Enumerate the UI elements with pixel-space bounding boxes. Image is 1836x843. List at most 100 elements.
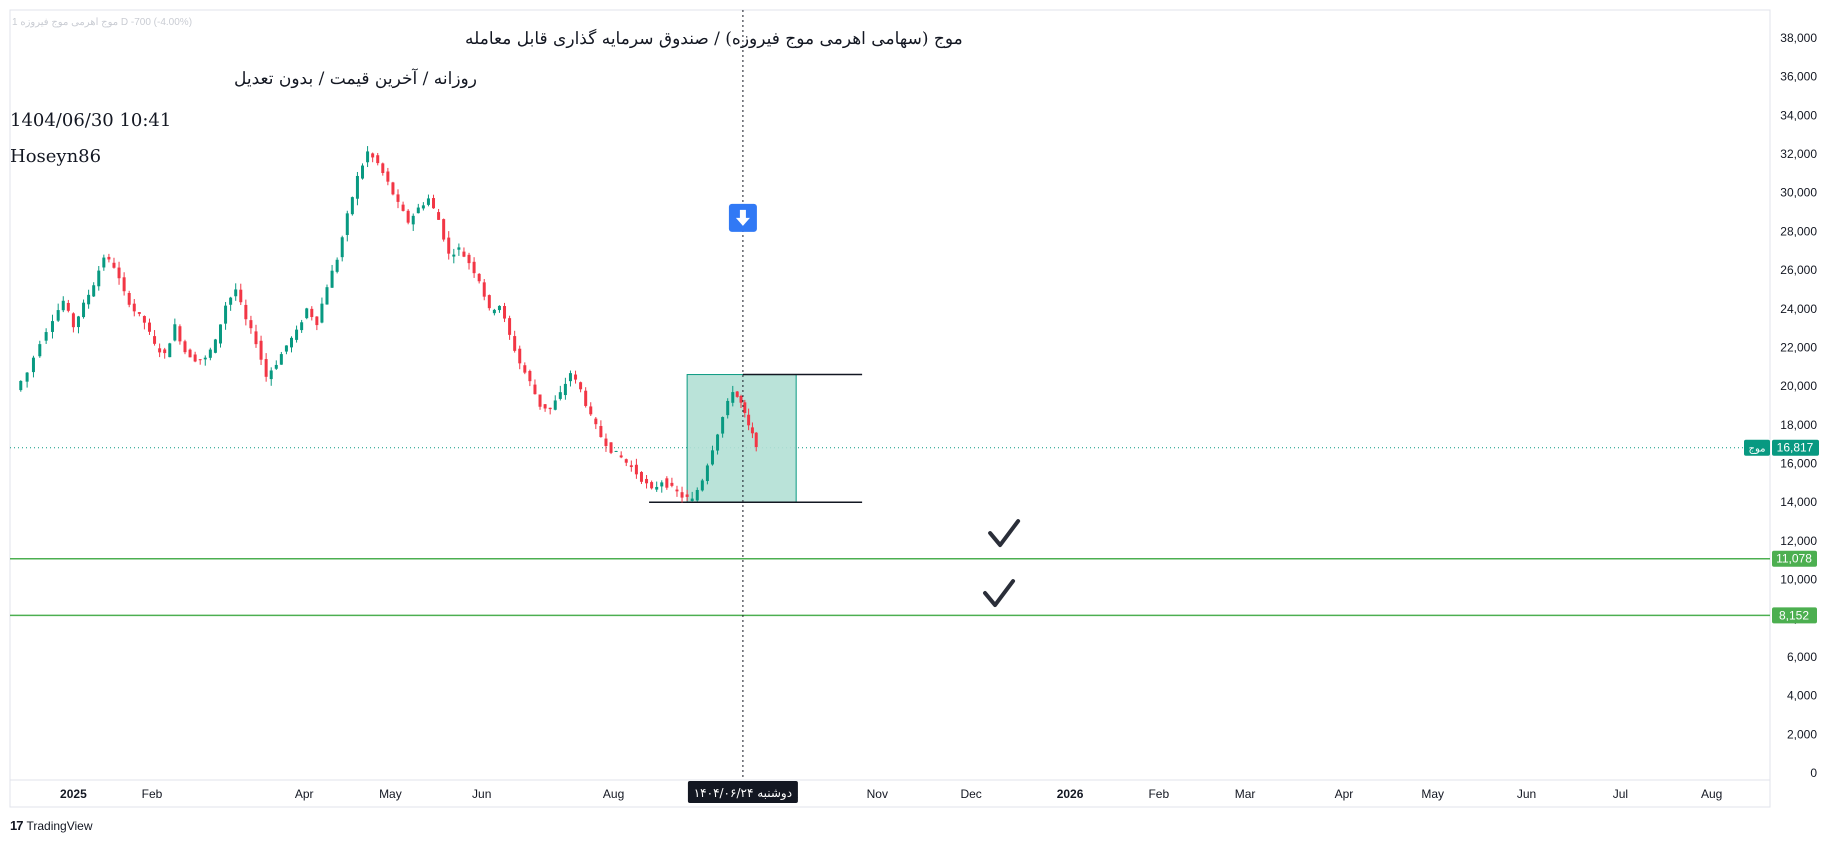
candle-body xyxy=(56,310,60,321)
price-tick-label: 28,000 xyxy=(1780,224,1817,238)
faded-legend: موج اهرمی موج فیروزه 1 D -700 (-4.00%) xyxy=(12,17,192,28)
candle-body xyxy=(568,373,572,382)
price-tick-label: 2,000 xyxy=(1787,727,1817,741)
time-tick-label: Apr xyxy=(1335,787,1354,801)
chart-frame xyxy=(9,9,1771,808)
candle-body xyxy=(193,354,197,362)
symbol-badge xyxy=(1744,439,1770,456)
time-tick-label: Dec xyxy=(960,787,981,801)
candle-body xyxy=(76,316,80,328)
price-tick-label: 18,000 xyxy=(1780,418,1817,432)
candles xyxy=(19,146,758,503)
candle-body xyxy=(705,465,709,482)
candle-body xyxy=(508,318,512,335)
price-tick-label: 10,000 xyxy=(1780,573,1817,587)
candle-body xyxy=(695,489,699,501)
checkmark-icon xyxy=(983,579,1016,608)
candle-body xyxy=(249,320,253,329)
candle-body xyxy=(310,308,314,318)
last-price-badge xyxy=(1772,439,1819,456)
candle-body xyxy=(680,492,684,498)
time-tick-label: 2026 xyxy=(1057,787,1084,801)
candle-body xyxy=(589,406,593,415)
price-axis[interactable]: 02,0004,0006,0008,00010,00012,00014,0001… xyxy=(1780,31,1817,780)
candle-body xyxy=(315,316,319,326)
price-tick-label: 30,000 xyxy=(1780,186,1817,200)
footer: 17 TradingView xyxy=(10,818,93,833)
candle-body xyxy=(538,394,542,407)
price-tick-label: 16,000 xyxy=(1780,457,1817,471)
candle-body xyxy=(396,194,400,202)
candle-body xyxy=(178,326,182,342)
candle-body xyxy=(543,404,547,409)
time-tick-label: Aug xyxy=(603,787,624,801)
time-tick-label: May xyxy=(379,787,402,801)
candle-body xyxy=(710,450,714,465)
candle-body xyxy=(487,295,491,309)
chart-author: Hoseyn86 xyxy=(10,146,101,167)
candle-body xyxy=(61,300,65,311)
candle-body xyxy=(574,374,578,380)
candle-body xyxy=(132,303,136,312)
candle-body xyxy=(432,198,436,209)
candle-body xyxy=(50,321,54,332)
time-tick-label: Feb xyxy=(1148,787,1169,801)
candle-body xyxy=(371,153,375,158)
horizontal-levels: 11,078 8,152 xyxy=(10,550,1817,624)
candle-body xyxy=(173,324,177,341)
down-arrow-icon[interactable] xyxy=(728,203,757,232)
candle-body xyxy=(234,289,238,297)
symbol-badge-label: موج xyxy=(1749,444,1766,455)
candle-body xyxy=(467,254,471,264)
candle-body xyxy=(102,257,106,268)
candle-body xyxy=(183,341,187,353)
range-box[interactable] xyxy=(649,373,863,503)
highlight-rectangle[interactable] xyxy=(686,374,797,503)
candle-body xyxy=(599,426,603,438)
candle-body xyxy=(92,285,96,297)
candle-body xyxy=(594,418,598,425)
last-price-label: 16,817 xyxy=(1777,441,1814,455)
time-tick-label: Mar xyxy=(1235,787,1256,801)
candle-body xyxy=(335,259,339,272)
candle-body xyxy=(558,392,562,399)
candle-body xyxy=(361,165,365,179)
candle-body xyxy=(188,349,192,358)
candle-body xyxy=(163,349,167,354)
candle-body xyxy=(107,256,111,260)
candle-body xyxy=(619,455,623,458)
candle-body xyxy=(655,486,659,490)
candle-body xyxy=(731,392,735,403)
crosshair-date-badge xyxy=(687,781,798,803)
time-tick-label: Aug xyxy=(1701,787,1722,801)
candle-body xyxy=(66,302,70,311)
candle-body xyxy=(289,337,293,348)
footer-brand: TradingView xyxy=(26,818,93,833)
candle-body xyxy=(477,273,481,282)
candle-body xyxy=(604,438,608,447)
candle-body xyxy=(411,215,415,225)
candle-body xyxy=(244,304,248,320)
level-price-badge xyxy=(1772,550,1817,567)
checkmark-icon xyxy=(988,519,1021,548)
candle-body xyxy=(750,427,754,434)
candle-body xyxy=(168,343,172,358)
candle-body xyxy=(325,287,329,305)
candle-body xyxy=(503,306,507,319)
time-tick-label: 2025 xyxy=(60,787,87,801)
candle-body xyxy=(350,197,354,215)
candle-body xyxy=(579,382,583,390)
candle-body xyxy=(284,345,288,352)
candle-body xyxy=(406,210,410,223)
candle-body xyxy=(629,465,633,468)
candle-body xyxy=(457,247,461,250)
time-tick-label: Jun xyxy=(1517,787,1536,801)
candle-body xyxy=(153,336,157,344)
candle-body xyxy=(122,277,126,292)
candle-body xyxy=(137,312,141,314)
time-tick-label: Apr xyxy=(295,787,314,801)
candle-body xyxy=(305,308,309,319)
price-tick-label: 24,000 xyxy=(1780,302,1817,316)
candle-body xyxy=(366,151,370,163)
